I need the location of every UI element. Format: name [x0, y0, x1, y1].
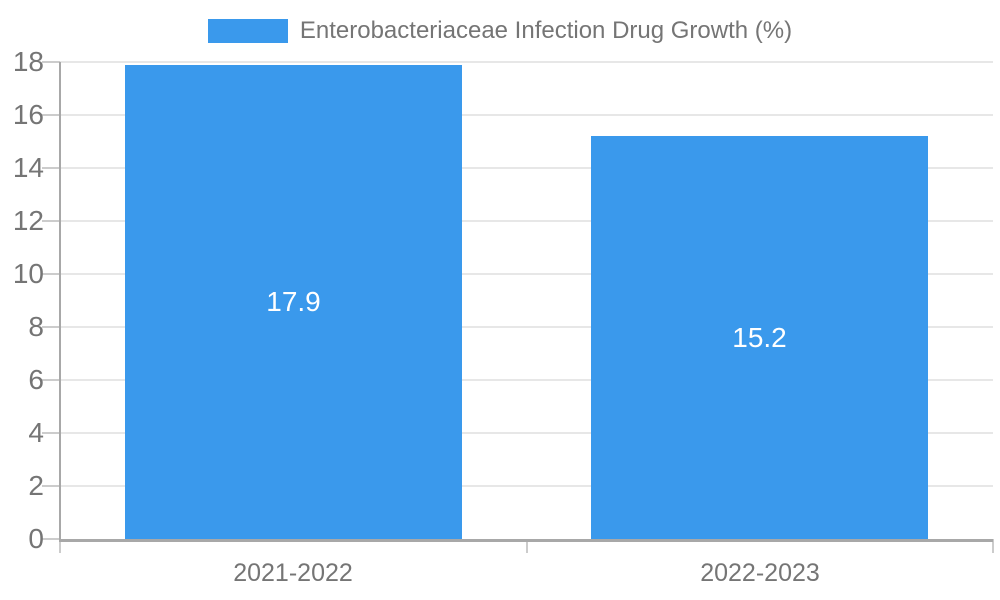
- gridline: [60, 167, 993, 169]
- y-axis-label: 4: [28, 417, 44, 448]
- y-axis-label: 12: [12, 205, 44, 236]
- legend-label: Enterobacteriaceae Infection Drug Growth…: [299, 17, 793, 44]
- gridline: [60, 485, 993, 487]
- y-axis-label: 10: [12, 258, 44, 289]
- bar-value-label: 17.9: [266, 286, 321, 317]
- y-axis-tick: [42, 61, 60, 63]
- y-axis-label: 8: [28, 311, 44, 342]
- y-axis-label: 0: [28, 523, 44, 554]
- x-axis-label: 2022-2023: [700, 559, 820, 587]
- y-axis-tick: [42, 485, 60, 487]
- legend[interactable]: Enterobacteriaceae Infection Drug Growth…: [0, 17, 1000, 45]
- y-axis-tick: [42, 432, 60, 434]
- y-axis-label: 6: [28, 364, 44, 395]
- bar[interactable]: 17.9: [125, 65, 462, 539]
- gridline: [60, 379, 993, 381]
- gridline: [60, 61, 993, 63]
- y-axis-tick: [42, 326, 60, 328]
- x-axis-tick: [992, 539, 994, 553]
- gridline: [60, 326, 993, 328]
- y-axis-tick: [42, 379, 60, 381]
- bar[interactable]: 15.2: [591, 136, 928, 539]
- y-axis-label: 2: [28, 470, 44, 501]
- y-axis-tick: [42, 167, 60, 169]
- y-axis-tick: [42, 114, 60, 116]
- gridline: [60, 273, 993, 275]
- y-axis-tick: [42, 273, 60, 275]
- gridline: [60, 432, 993, 434]
- gridline: [60, 220, 993, 222]
- bar-value-label: 15.2: [732, 322, 787, 353]
- y-axis-label: 16: [12, 99, 44, 130]
- y-axis-line: [59, 62, 61, 539]
- y-axis-tick: [42, 220, 60, 222]
- y-axis-label: 14: [12, 152, 44, 183]
- gridline: [60, 114, 993, 116]
- x-axis-line: [59, 539, 993, 542]
- x-axis-label: 2021-2022: [233, 559, 353, 587]
- y-axis-tick: [42, 538, 60, 540]
- x-axis-tick: [526, 539, 528, 553]
- legend-swatch: [207, 19, 288, 43]
- x-axis-tick: [59, 539, 61, 553]
- y-axis-label: 18: [12, 46, 44, 77]
